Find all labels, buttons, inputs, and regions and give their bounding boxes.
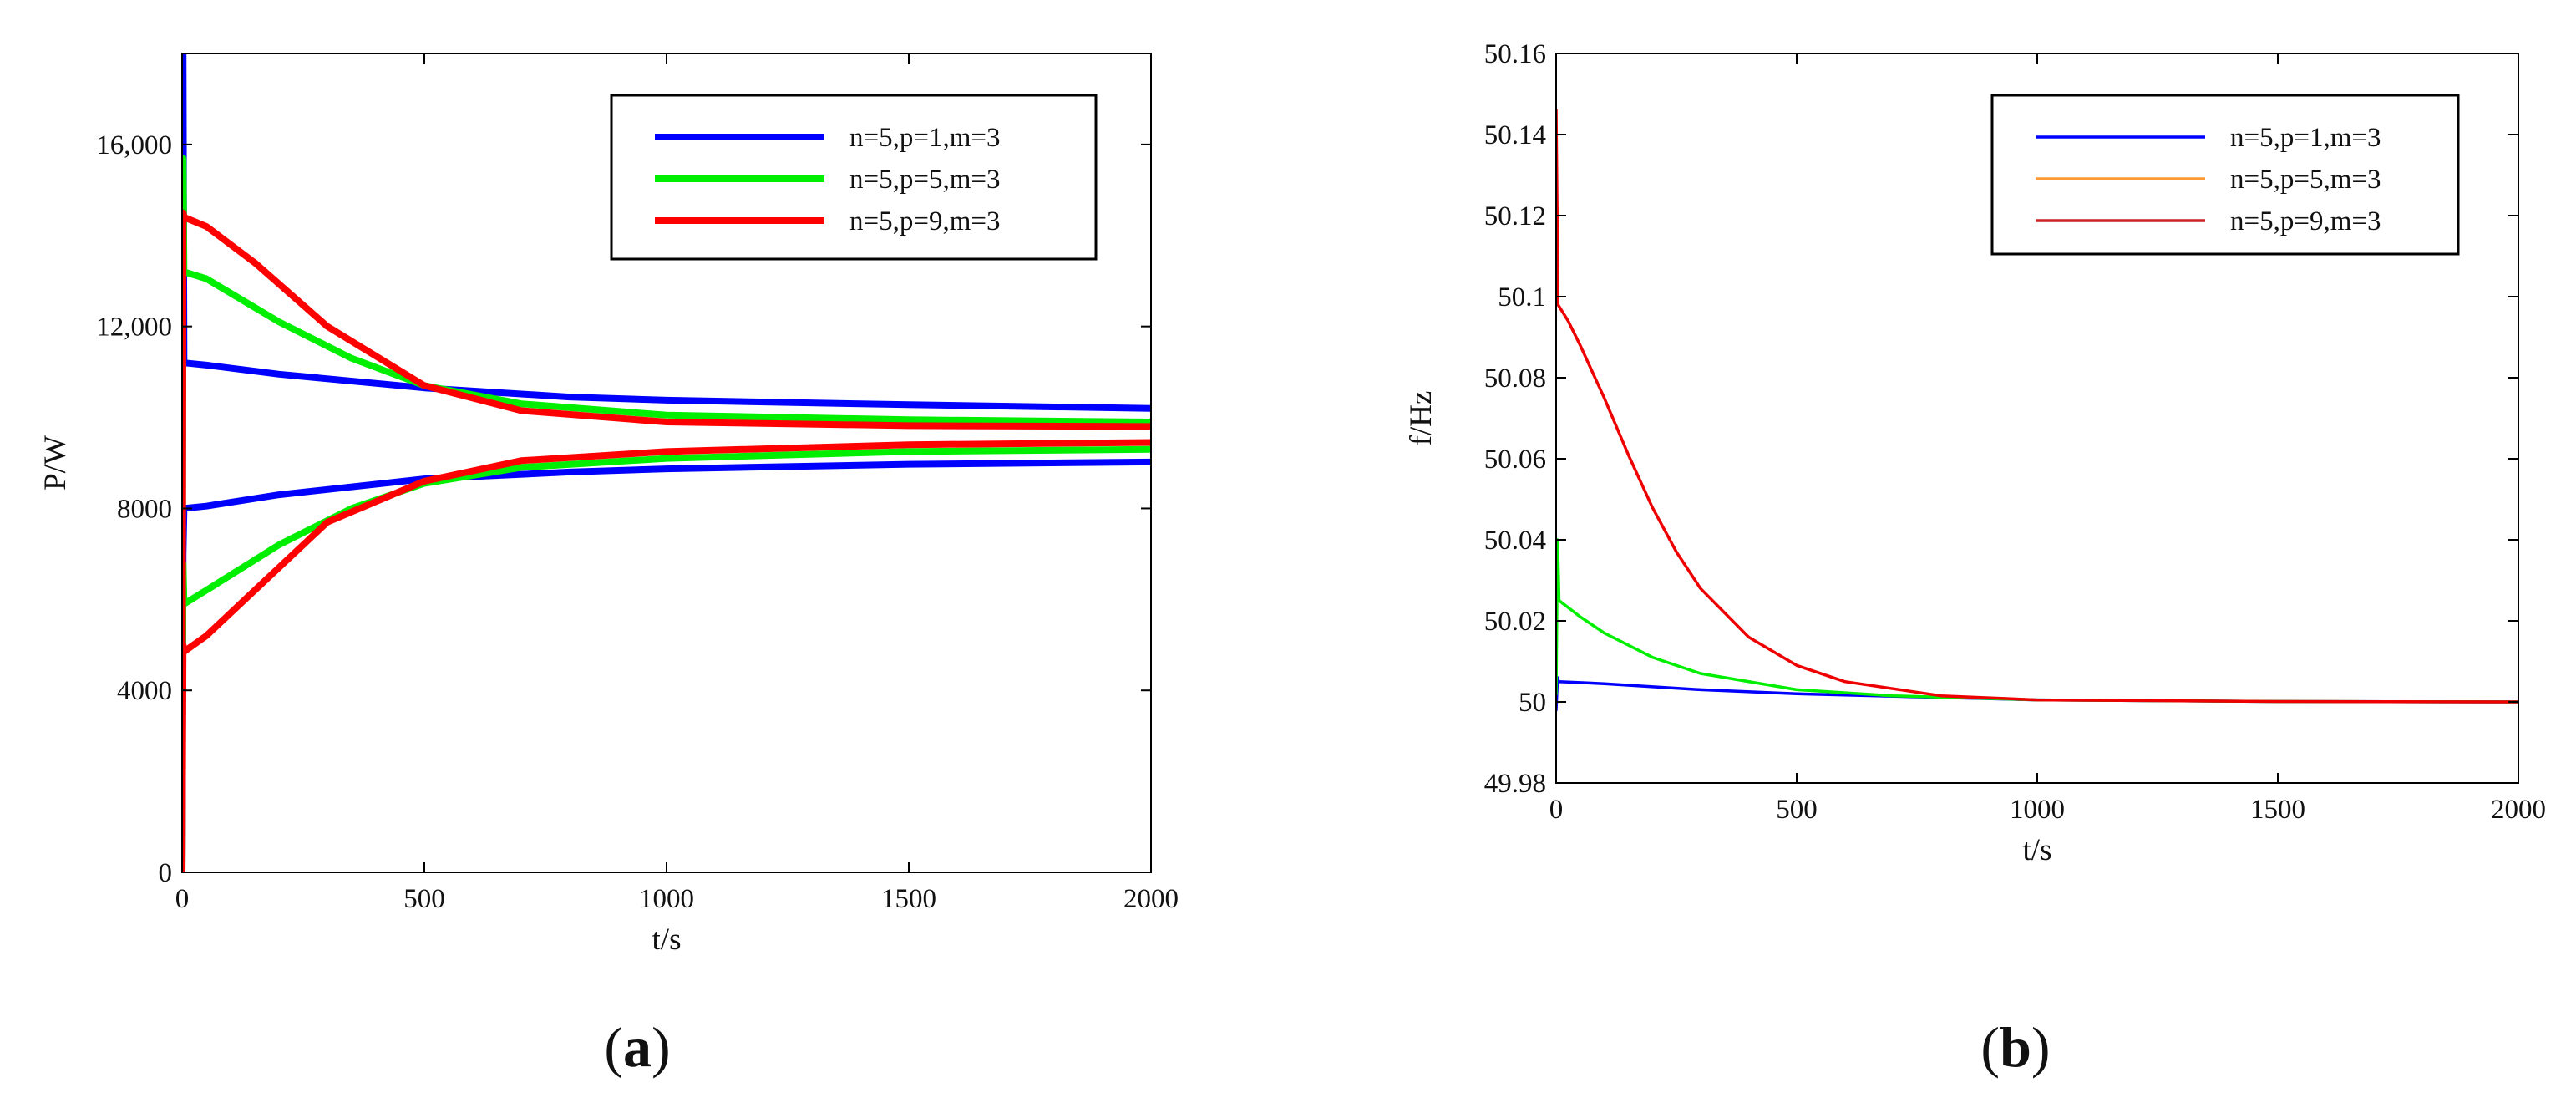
series-lines [1556,109,2518,712]
legend-entry-1: n=5,p=1,m=3 [2230,123,2381,153]
series-line-2-1 [182,155,1151,872]
x-tick-label: 2000 [2491,795,2546,825]
legend-entry-3: n=5,p=9,m=3 [2230,206,2381,236]
x-tick-label: 0 [1549,795,1564,825]
series-line-3-2 [182,439,1151,872]
y-tick-label: 50.06 [1484,445,1546,475]
y-tick-label: 50.14 [1484,120,1546,150]
x-tick-label: 1500 [2250,795,2305,825]
legend-entry-2: n=5,p=5,m=3 [2230,165,2381,195]
x-tick-label: 0 [175,884,190,914]
panel-label: (a) [604,1015,670,1079]
y-tick-label: 50.04 [1484,526,1546,556]
y-axis-label: P/W [38,435,73,491]
series-line-2-1 [1556,538,2518,704]
legend-entry-1: n=5,p=1,m=3 [849,123,1001,153]
y-tick-label: 12,000 [96,313,172,343]
chart-panel-b: 0 500 1000 1500 2000 49.98 50 50.02 50.04 50.06 50… [1404,39,2546,1079]
y-tick-label: 8000 [117,494,172,524]
x-tick-label: 500 [403,884,445,914]
x-tick-label: 1000 [639,884,694,914]
y-tick-label: 50 [1519,688,1546,718]
series-line-2-2 [182,445,1151,872]
panel-label: (b) [1980,1015,2050,1079]
series-lines [182,53,1151,872]
y-tick-label: 50.02 [1484,607,1546,637]
x-tick-label: 1000 [2010,795,2065,825]
legend-entry-3: n=5,p=9,m=3 [849,206,1001,236]
y-tick-label: 50.08 [1484,363,1546,394]
x-tick-label: 500 [1776,795,1818,825]
y-tick-label: 4000 [117,676,172,706]
y-tick-label: 50.16 [1484,39,1546,69]
y-axis-label: f/Hz [1404,391,1438,446]
legend: n=5,p=1,m=3 n=5,p=5,m=3 n=5,p=9,m=3 [610,94,1098,261]
x-axis-label: t/s [652,923,682,957]
y-tick-label: 49.98 [1484,769,1546,799]
x-axis-label: t/s [2023,833,2052,867]
y-tick-label: 0 [159,858,173,888]
series-line-3-1 [182,209,1151,872]
legend-box [1990,94,2460,256]
series-line-3-1 [1556,109,2518,704]
y-tick-label: 50.1 [1498,282,1546,313]
chart-panel-a: 0 500 1000 1500 2000 0 4000 8000 12,000 16,000 t/s… [38,53,1179,1079]
legend: n=5,p=1,m=3 n=5,p=5,m=3 n=5,p=9,m=3 [1990,94,2460,256]
legend-entry-2: n=5,p=5,m=3 [849,165,1001,195]
y-tick-label: 50.12 [1484,201,1546,231]
y-tick-label: 16,000 [96,130,172,160]
x-tick-label: 2000 [1123,884,1179,914]
legend-box [610,94,1098,261]
x-tick-label: 1500 [881,884,936,914]
series-line-1-1 [1556,676,2518,712]
